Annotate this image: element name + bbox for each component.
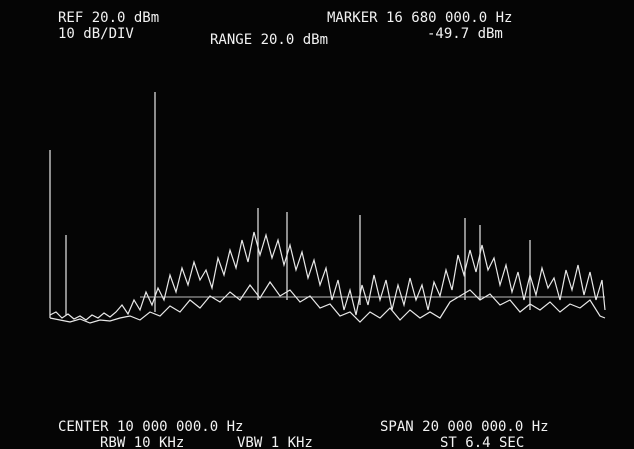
ref-level: REF 20.0 dBm [58, 10, 159, 26]
range: RANGE 20.0 dBm [210, 32, 328, 48]
sweep-time: ST 6.4 SEC [440, 435, 524, 449]
scale: 10 dB/DIV [58, 26, 134, 42]
center-frequency: CENTER 10 000 000.0 Hz [58, 419, 243, 435]
trace-lower [49, 280, 606, 324]
video-bandwidth: VBW 1 KHz [237, 435, 313, 449]
trace-upper [49, 231, 606, 321]
trace [49, 92, 606, 324]
marker-frequency: MARKER 16 680 000.0 Hz [327, 10, 512, 26]
span: SPAN 20 000 000.0 Hz [380, 419, 549, 435]
resolution-bandwidth: RBW 10 KHz [100, 435, 184, 449]
marker-level: -49.7 dBm [427, 26, 503, 42]
